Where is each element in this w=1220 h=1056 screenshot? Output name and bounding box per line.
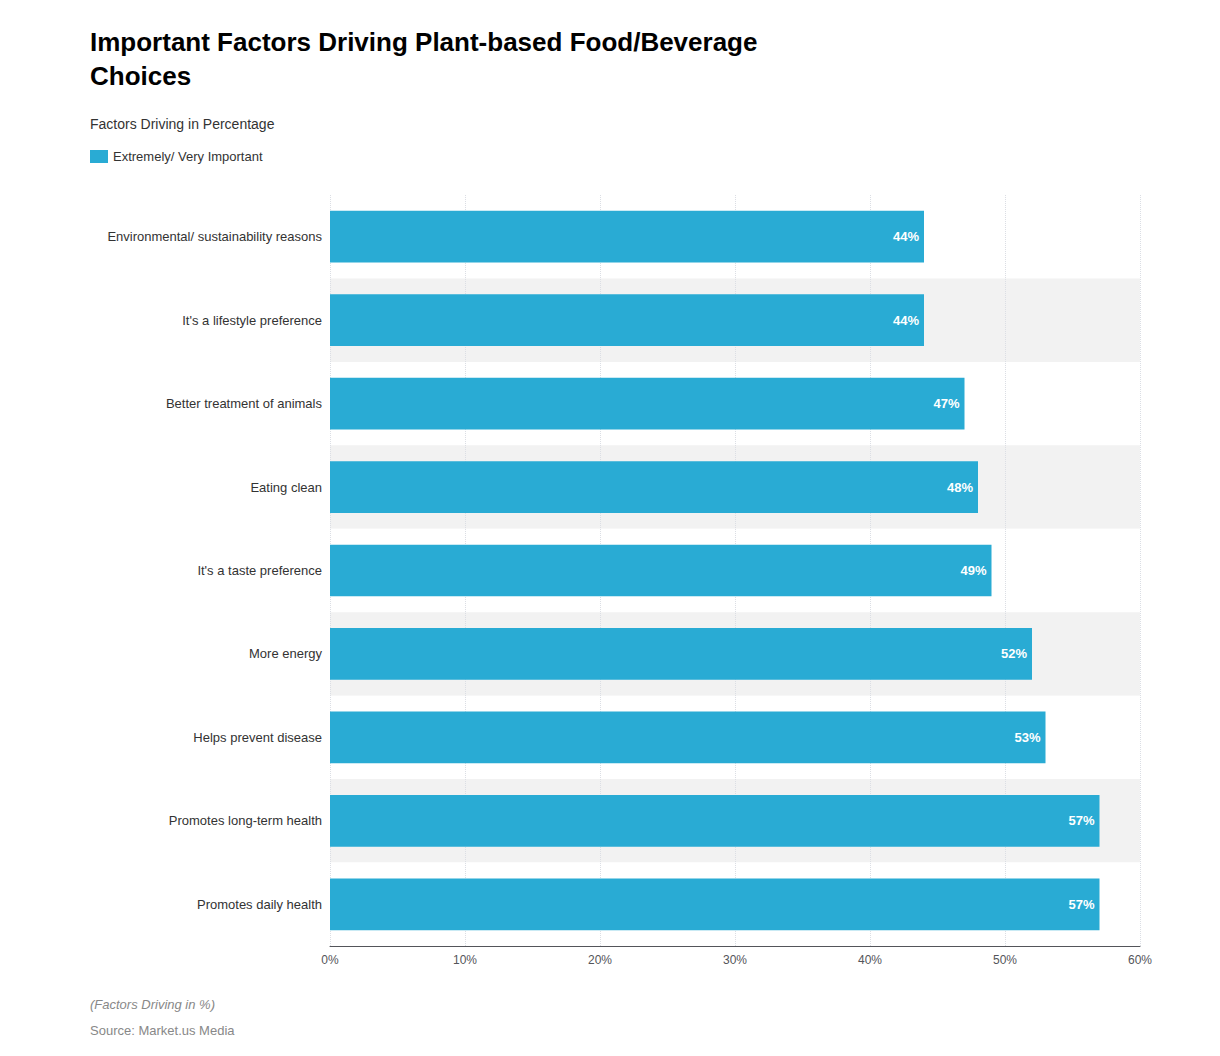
svg-text:Eating clean: Eating clean — [250, 480, 322, 495]
svg-text:44%: 44% — [893, 313, 919, 328]
svg-text:More energy: More energy — [249, 646, 322, 661]
svg-text:Promotes daily health: Promotes daily health — [197, 897, 322, 912]
svg-text:30%: 30% — [723, 953, 747, 967]
svg-text:Helps prevent disease: Helps prevent disease — [193, 730, 322, 745]
svg-text:Promotes long-term health: Promotes long-term health — [169, 813, 322, 828]
svg-text:50%: 50% — [993, 953, 1017, 967]
svg-text:(Factors Driving in %): (Factors Driving in %) — [90, 997, 215, 1012]
svg-text:57%: 57% — [1068, 897, 1094, 912]
svg-text:49%: 49% — [960, 563, 986, 578]
svg-text:60%: 60% — [1128, 953, 1152, 967]
svg-text:44%: 44% — [893, 229, 919, 244]
svg-text:40%: 40% — [858, 953, 882, 967]
svg-text:Better treatment of animals: Better treatment of animals — [166, 396, 323, 411]
svg-text:Choices: Choices — [90, 61, 191, 91]
svg-text:Source: Market.us Media: Source: Market.us Media — [90, 1023, 235, 1038]
svg-text:10%: 10% — [453, 953, 477, 967]
svg-text:20%: 20% — [588, 953, 612, 967]
svg-text:Factors Driving in Percentage: Factors Driving in Percentage — [90, 116, 275, 132]
svg-text:53%: 53% — [1014, 730, 1040, 745]
svg-text:Environmental/ sustainability: Environmental/ sustainability reasons — [107, 229, 322, 244]
svg-text:48%: 48% — [947, 480, 973, 495]
svg-text:0%: 0% — [321, 953, 339, 967]
svg-text:Important Factors Driving Plan: Important Factors Driving Plant-based Fo… — [90, 27, 757, 57]
svg-text:It's a taste preference: It's a taste preference — [197, 563, 322, 578]
svg-text:57%: 57% — [1068, 813, 1094, 828]
svg-text:47%: 47% — [933, 396, 959, 411]
svg-text:52%: 52% — [1001, 646, 1027, 661]
svg-text:Extremely/ Very Important: Extremely/ Very Important — [113, 149, 263, 164]
svg-text:It's a lifestyle preference: It's a lifestyle preference — [182, 313, 322, 328]
